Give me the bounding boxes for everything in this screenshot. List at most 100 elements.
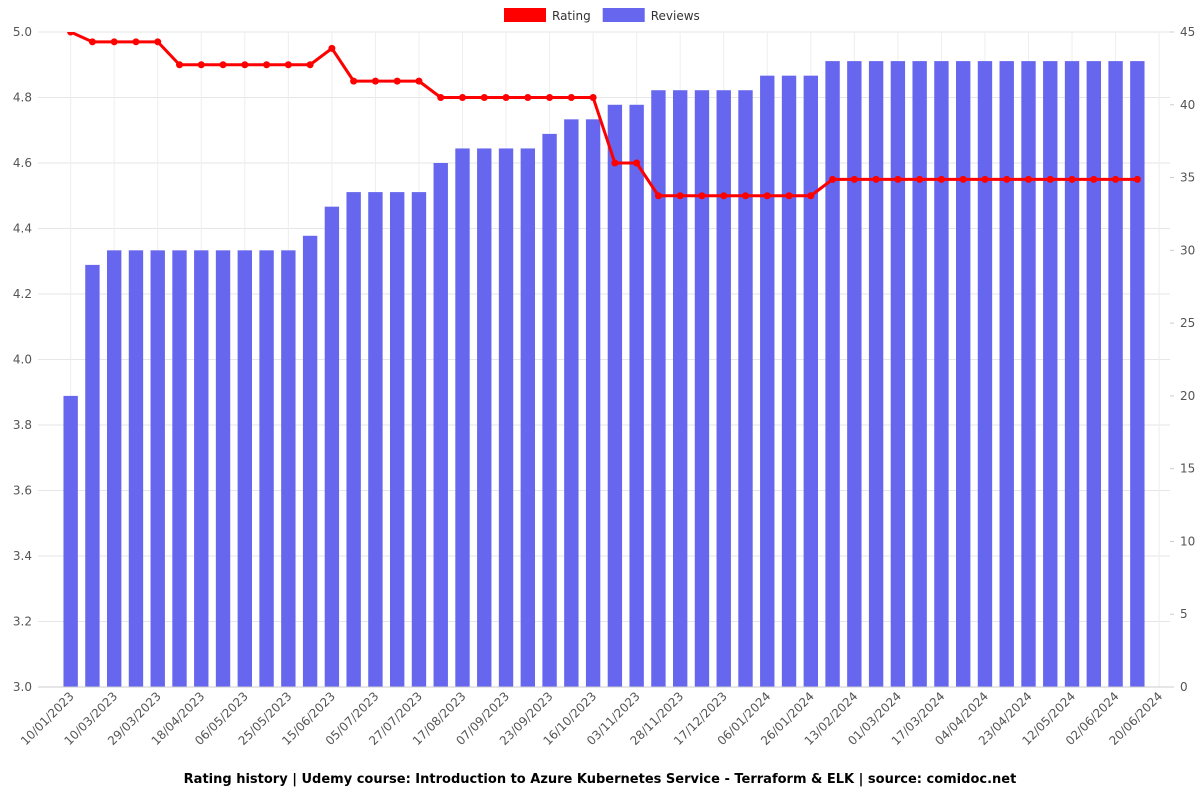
bar bbox=[302, 235, 318, 687]
y2-tick-label: 10 bbox=[1180, 534, 1195, 548]
rating-point bbox=[546, 94, 554, 101]
y-tick-label: 3.8 bbox=[13, 418, 32, 432]
rating-point bbox=[502, 94, 510, 101]
rating-point bbox=[437, 94, 445, 101]
legend-swatch bbox=[602, 8, 645, 22]
bar bbox=[1108, 61, 1123, 688]
lines bbox=[67, 32, 1141, 200]
y-tick-label: 4.2 bbox=[13, 287, 32, 301]
rating-point bbox=[241, 61, 249, 69]
bar bbox=[85, 264, 100, 687]
y2-tick-label: 30 bbox=[1180, 243, 1195, 257]
bar bbox=[868, 61, 884, 688]
bar bbox=[324, 206, 340, 687]
bar bbox=[368, 192, 383, 687]
bar bbox=[585, 119, 601, 688]
y-tick-label: 4.6 bbox=[13, 156, 32, 170]
rating-point bbox=[676, 192, 684, 200]
bar bbox=[259, 250, 274, 688]
legend: Rating Reviews bbox=[504, 8, 700, 23]
rating-point bbox=[284, 61, 292, 69]
y2-tick-label: 45 bbox=[1180, 25, 1195, 39]
y-tick-label: 4.0 bbox=[13, 353, 32, 367]
y2-tick-label: 40 bbox=[1180, 98, 1195, 112]
rating-point bbox=[959, 175, 967, 183]
bar bbox=[346, 192, 361, 687]
y-tick-label: 3.4 bbox=[13, 549, 32, 563]
bar bbox=[455, 148, 470, 687]
bar bbox=[1130, 61, 1145, 688]
rating-point bbox=[88, 38, 96, 46]
rating-point bbox=[872, 175, 880, 183]
bar bbox=[890, 61, 906, 688]
y-tick-label: 3.6 bbox=[13, 484, 32, 498]
chart-title: Rating history | Udemy course: Introduct… bbox=[184, 772, 1017, 787]
bar bbox=[128, 250, 144, 688]
y2-tick-label: 0 bbox=[1180, 680, 1188, 694]
rating-point bbox=[654, 192, 662, 200]
rating-point bbox=[110, 38, 118, 46]
rating-point bbox=[263, 61, 271, 69]
bar bbox=[694, 90, 710, 687]
bar bbox=[1021, 61, 1036, 688]
bar bbox=[912, 61, 927, 688]
rating-point bbox=[720, 192, 728, 200]
rating-point bbox=[981, 175, 989, 183]
rating-point bbox=[807, 192, 815, 200]
y2-tick-label: 20 bbox=[1180, 389, 1195, 403]
rating-point bbox=[1133, 175, 1141, 183]
bar bbox=[477, 148, 492, 687]
bar bbox=[433, 163, 448, 687]
rating-point bbox=[633, 159, 641, 167]
legend-label: Rating bbox=[552, 9, 591, 23]
bar bbox=[411, 192, 427, 687]
bar bbox=[215, 250, 231, 688]
rating-point bbox=[567, 94, 575, 101]
bar bbox=[1086, 61, 1101, 688]
rating-point bbox=[415, 77, 423, 85]
bar bbox=[607, 104, 623, 688]
bar bbox=[956, 61, 971, 688]
rating-point bbox=[894, 175, 902, 183]
y-tick-label: 4.8 bbox=[13, 91, 32, 105]
rating-point bbox=[763, 192, 771, 200]
legend-swatch bbox=[504, 8, 546, 22]
bar bbox=[498, 148, 514, 687]
rating-point bbox=[393, 77, 401, 85]
bar bbox=[1043, 61, 1058, 688]
rating-point bbox=[1046, 175, 1054, 183]
rating-point bbox=[480, 94, 488, 101]
y-tick-label: 5.0 bbox=[13, 25, 32, 39]
rating-point bbox=[742, 192, 749, 200]
bar bbox=[934, 61, 949, 688]
bar bbox=[781, 75, 797, 687]
bar bbox=[1064, 61, 1080, 688]
bar bbox=[803, 75, 818, 687]
y2-tick-label: 35 bbox=[1180, 171, 1195, 185]
rating-point bbox=[176, 61, 183, 69]
rating-point bbox=[459, 94, 466, 101]
y-tick-label: 4.4 bbox=[13, 222, 32, 236]
bar bbox=[194, 250, 209, 688]
bar bbox=[237, 250, 252, 688]
bar bbox=[172, 250, 187, 688]
y-tick-label: 3.2 bbox=[13, 615, 32, 629]
bar bbox=[281, 250, 296, 688]
bar bbox=[629, 104, 644, 688]
bar bbox=[738, 90, 753, 687]
bar bbox=[673, 90, 688, 687]
bar bbox=[977, 61, 993, 688]
bar bbox=[716, 90, 731, 687]
rating-point bbox=[698, 192, 706, 200]
rating-point bbox=[197, 61, 205, 69]
rating-point bbox=[328, 44, 336, 52]
bar bbox=[847, 61, 862, 688]
rating-point bbox=[67, 32, 75, 36]
rating-point bbox=[154, 38, 162, 46]
rating-point bbox=[850, 175, 858, 183]
rating-point bbox=[350, 77, 358, 85]
bar bbox=[999, 61, 1014, 688]
bar bbox=[825, 61, 840, 688]
bar bbox=[150, 250, 165, 688]
rating-point bbox=[1090, 175, 1098, 183]
